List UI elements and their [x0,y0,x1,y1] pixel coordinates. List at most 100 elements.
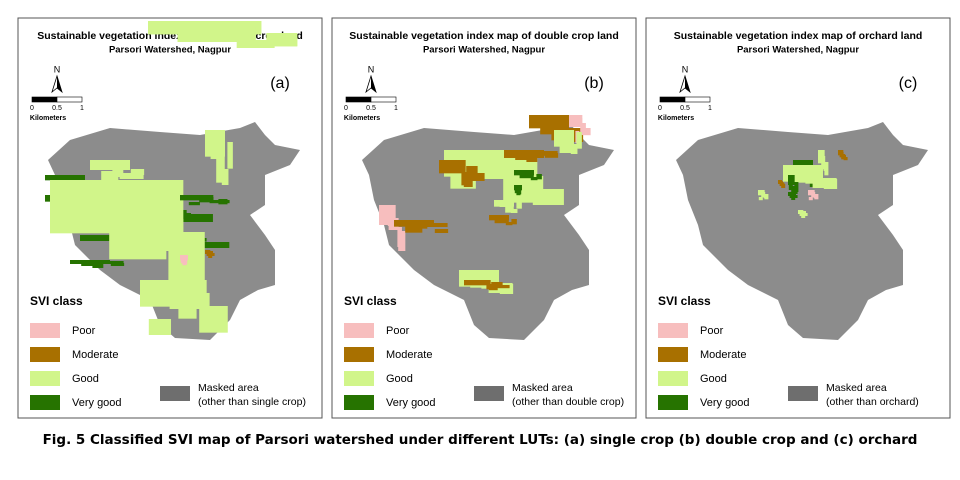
map-subtitle: Parsori Watershed, Nagpur [737,45,859,56]
panel-label: (a) [270,75,290,92]
svi-patch [510,209,518,213]
svi-patch [577,118,583,126]
svi-patch [148,319,172,335]
svi-patch [208,254,213,258]
caption: Fig. 5 Classified SVI map of Parsori wat… [43,432,918,448]
svi-patch [824,162,829,176]
svi-patch [794,182,799,192]
scale-bar-white [56,96,83,103]
svi-patch [505,222,513,226]
map-title: Sustainable vegetation index map of doub… [349,30,619,42]
legend-label: Moderate [386,349,432,361]
svi-patch [576,132,582,149]
legend-swatch [344,371,374,386]
svi-patch [805,167,817,184]
scale-label: 1 [394,105,398,112]
map-title: Sustainable vegetation index map of orch… [674,30,923,42]
legend-label: Very good [386,397,436,409]
scale-label: 1 [708,105,712,112]
masked-label: Masked area [198,382,259,394]
svi-patch [841,154,846,160]
svi-patch [808,197,813,201]
svi-patch [516,202,522,209]
legend-label: Moderate [72,349,118,361]
svi-patch [536,174,542,180]
legend-swatch [30,371,60,386]
legend-swatch [30,395,60,410]
legend-label: Poor [72,325,96,337]
svi-patch [500,217,509,223]
svi-patches [45,21,298,335]
svi-patch [198,242,230,248]
svi-patch [92,264,104,268]
svi-patch [499,203,512,207]
north-arrow-half [57,76,62,92]
svi-patch [517,189,522,195]
masked-label: Masked area [512,382,573,394]
legend-label: Very good [700,397,750,409]
north-arrow-half [371,76,376,92]
legend-swatch [344,395,374,410]
svi-patch [823,179,838,189]
svi-patch [764,194,769,200]
svi-patch [199,306,228,333]
svi-patch [791,196,796,200]
svi-patch [486,284,494,290]
svi-patch [791,186,796,196]
legend-swatch-masked [474,386,504,401]
svi-patch [514,170,534,176]
svi-patch [112,167,124,177]
scale-label: 0 [658,105,662,112]
north-label: N [682,64,689,74]
svi-patch [207,27,256,41]
scale-bar-black [345,96,372,103]
svi-patch [793,195,798,198]
svi-patch [209,251,213,254]
legend-swatch [658,371,688,386]
legend-swatch-masked [788,386,818,401]
svi-patch [394,220,434,227]
svi-patch [178,292,197,319]
masked-label: (other than orchard) [826,396,919,408]
svi-patch [227,142,233,169]
svi-patch [821,156,826,170]
watershed-mask [676,122,928,340]
svi-patch [221,169,229,185]
svi-patch [397,227,402,247]
svi-patch [130,169,145,175]
svi-patch [532,189,564,205]
masked-label: (other than single crop) [198,396,306,408]
scale-unit: Kilometers [658,115,694,122]
svi-patch [210,253,215,256]
map-panel: Sustainable vegetation index map of doub… [331,17,637,419]
svi-patch [90,160,130,170]
svi-patch [801,214,806,218]
svi-patch [843,157,848,161]
svi-patch [788,175,795,185]
svi-patch [788,184,793,190]
svi-patch [491,282,503,288]
svi-patch [110,263,125,266]
svi-patch [210,143,223,159]
scale-bar-black [31,96,58,103]
svi-patch [434,229,449,233]
svi-patch [792,193,796,196]
scale-label: 0.5 [680,105,690,112]
scale-unit: Kilometers [344,115,380,122]
scale-bar-white [684,96,711,103]
legend-swatch [30,323,60,338]
svi-patch [387,214,394,226]
svi-patch [499,284,514,294]
legend-swatch [344,347,374,362]
scale-label: 0 [344,105,348,112]
svi-patches [379,115,591,294]
scale-label: 0 [30,105,34,112]
svi-patch [119,173,144,179]
legend-label: Poor [386,325,410,337]
svi-patch [802,211,806,214]
north-label: N [54,64,61,74]
svi-patch [781,184,786,188]
svi-patch [99,261,124,264]
map-panel: Sustainable vegetation index map of orch… [645,17,951,419]
legend-swatch [658,395,688,410]
